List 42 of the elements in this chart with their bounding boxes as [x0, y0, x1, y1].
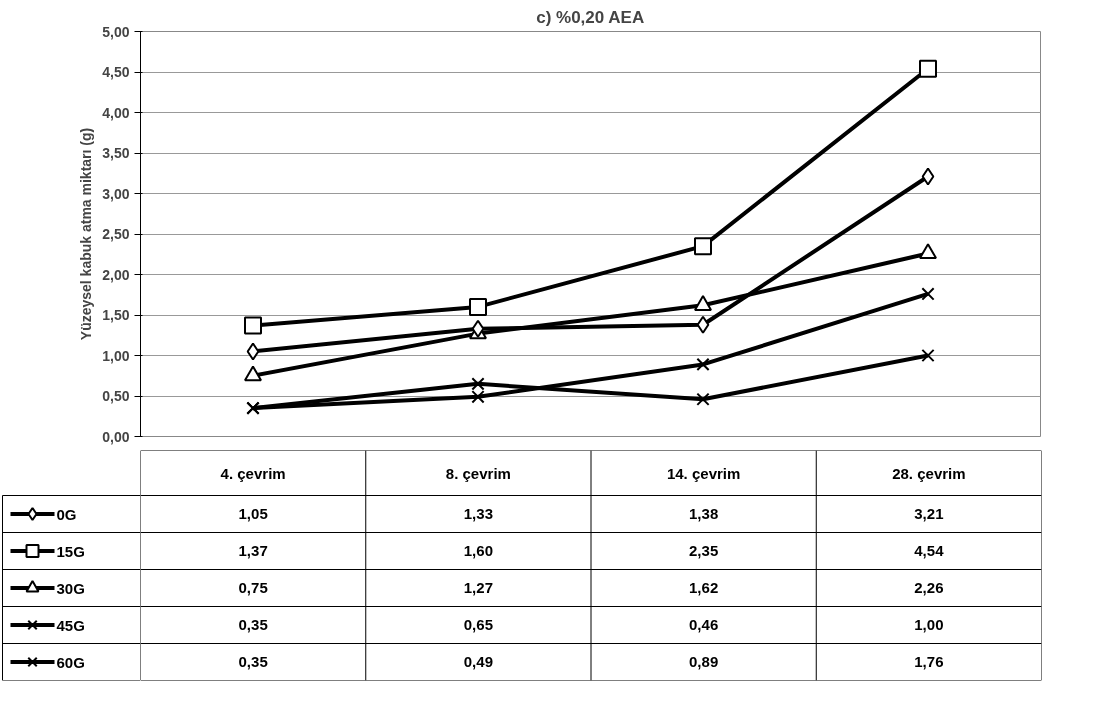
- y-tick-label: 1,50: [102, 307, 130, 323]
- data-label: 0,35: [238, 653, 268, 670]
- y-tick-label: 3,00: [102, 185, 130, 202]
- y-tick-label: 4,00: [102, 104, 130, 121]
- x-tick-label: 8. çevrim: [445, 464, 511, 482]
- y-tick-label: 0,00: [102, 428, 130, 445]
- data-label: 1,33: [463, 505, 493, 522]
- x-tick-label: 14. çevrim: [666, 464, 741, 482]
- y-tick-label: 1,00: [102, 347, 130, 364]
- x-tick-label: 28. çevrim: [892, 464, 966, 482]
- data-label: 1,00: [914, 616, 944, 633]
- data-label: 0,46: [689, 616, 719, 633]
- data-label: 0,35: [238, 616, 268, 633]
- x-tick-label: 4. çevrim: [220, 464, 286, 482]
- data-label: 0,49: [463, 653, 493, 670]
- legend-label: 30G: [56, 579, 85, 597]
- data-label: 1,05: [238, 505, 268, 522]
- data-label: 1,76: [914, 653, 944, 670]
- data-label: 1,60: [463, 542, 493, 559]
- data-label: 2,35: [689, 542, 719, 559]
- y-tick-label: 3,50: [102, 145, 130, 161]
- data-label: 0,65: [463, 616, 493, 633]
- y-tick-label: 0,50: [102, 388, 130, 404]
- legend-label: 60G: [56, 653, 85, 671]
- y-axis-title: Yüzeysel kabuk atma miktarı (g): [78, 127, 95, 341]
- data-label: 3,21: [914, 505, 944, 522]
- y-tick-label: 2,50: [102, 226, 130, 242]
- data-label: 0,89: [689, 653, 719, 670]
- y-tick-label: 5,00: [102, 23, 130, 40]
- data-label: 0,75: [238, 579, 268, 596]
- chart-title: c) %0,20 AEA: [536, 7, 645, 27]
- data-label: 2,26: [914, 579, 944, 596]
- legend-label: 15G: [56, 542, 85, 560]
- y-tick-label: 4,50: [102, 64, 130, 80]
- data-label: 1,62: [689, 579, 719, 596]
- legend-label: 0G: [56, 505, 77, 523]
- data-label: 1,27: [463, 579, 493, 596]
- data-label: 1,38: [689, 505, 719, 522]
- y-tick-label: 2,00: [102, 266, 130, 283]
- data-label: 1,37: [238, 542, 268, 559]
- data-label: 4,54: [914, 542, 945, 559]
- legend-label: 45G: [56, 616, 85, 634]
